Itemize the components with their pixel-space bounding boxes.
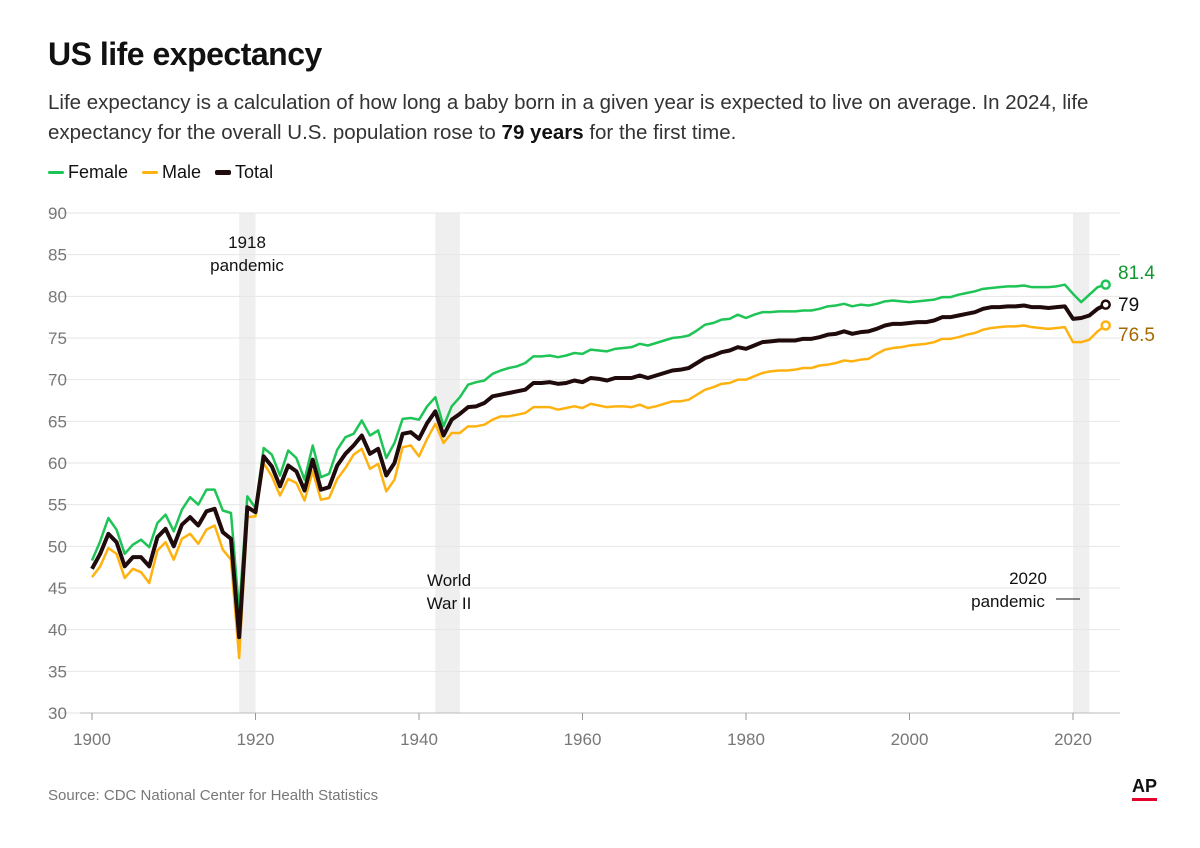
x-tick-label: 1920 — [237, 730, 275, 749]
subtitle-highlight: 79 years — [501, 121, 584, 144]
x-tick-label: 1900 — [73, 730, 111, 749]
end-point-male — [1100, 320, 1111, 331]
x-tick-label: 1960 — [564, 730, 602, 749]
y-tick-label: 30 — [48, 704, 67, 723]
y-tick-label: 50 — [48, 537, 67, 556]
annotation-label: War II — [427, 594, 472, 613]
y-tick-label: 80 — [48, 287, 67, 306]
chart-title: US life expectancy — [48, 36, 322, 72]
legend: Female Male Total — [48, 162, 273, 183]
legend-label: Male — [162, 162, 202, 182]
legend-item-total: Total — [215, 162, 273, 183]
x-tick-label: 2000 — [891, 730, 929, 749]
ap-logo: AP — [1132, 776, 1158, 801]
subtitle-text-end: for the first time. — [583, 121, 737, 144]
end-label-male: 76.5 — [1118, 325, 1155, 346]
annotation-label: pandemic — [971, 592, 1045, 611]
annotation-label: pandemic — [210, 256, 284, 275]
y-tick-label: 35 — [48, 662, 67, 681]
source-note: Source: CDC National Center for Health S… — [48, 787, 379, 804]
legend-swatch — [48, 171, 64, 174]
x-tick-label: 1940 — [400, 730, 438, 749]
legend-label: Female — [68, 162, 129, 182]
annotation-label: 1918 — [228, 233, 266, 252]
y-tick-label: 90 — [48, 204, 67, 223]
y-tick-label: 75 — [48, 329, 67, 348]
annotation-label: 2020 — [1009, 569, 1047, 588]
x-tick-label: 2020 — [1054, 730, 1092, 749]
legend-item-female: Female — [48, 162, 128, 183]
end-label-total: 79 — [1118, 295, 1139, 316]
end-label-female: 81.4 — [1118, 263, 1155, 284]
series-line-total — [90, 302, 1107, 640]
y-tick-label: 60 — [48, 454, 67, 473]
subtitle-text: Life expectancy is a calculation of how … — [48, 91, 1089, 144]
y-tick-label: 45 — [48, 579, 67, 598]
y-tick-label: 85 — [48, 246, 67, 265]
y-tick-label: 65 — [48, 412, 67, 431]
y-tick-label: 40 — [48, 621, 67, 640]
annotation-label: World — [427, 571, 471, 590]
legend-swatch — [215, 170, 232, 175]
legend-item-male: Male — [142, 162, 201, 183]
end-point-total — [1100, 299, 1111, 310]
y-tick-label: 55 — [48, 496, 67, 515]
legend-label: Total — [235, 162, 274, 182]
chart-subtitle: Life expectancy is a calculation of how … — [48, 88, 1168, 148]
end-point-female — [1100, 279, 1111, 290]
y-tick-label: 70 — [48, 371, 67, 390]
legend-swatch — [142, 171, 159, 174]
x-tick-label: 1980 — [727, 730, 765, 749]
